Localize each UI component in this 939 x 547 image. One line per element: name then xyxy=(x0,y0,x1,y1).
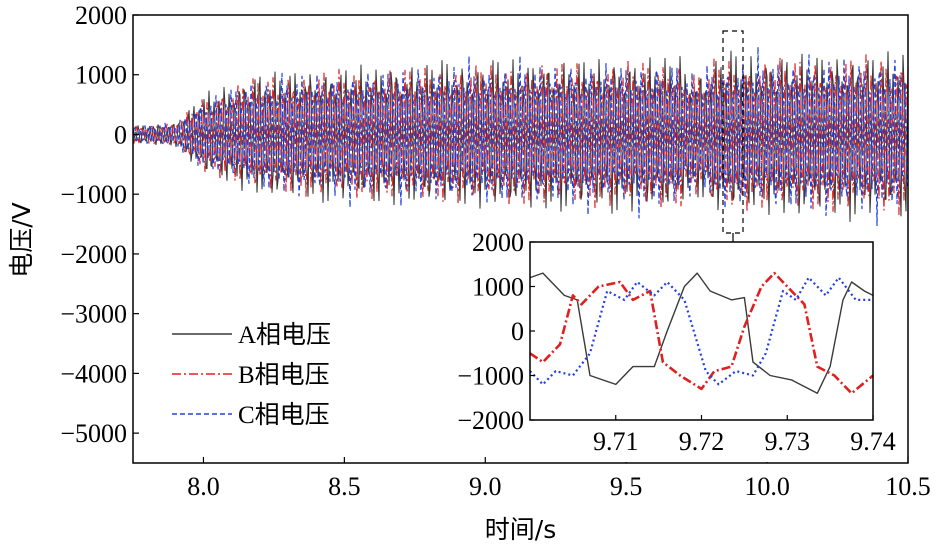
inset-x-tick-label: 9.73 xyxy=(765,427,811,456)
main-x-tick-label: 10.5 xyxy=(885,472,931,501)
main-y-tick-label: 1000 xyxy=(75,61,127,90)
main-y-tick-label: −5000 xyxy=(60,419,127,448)
main-series-b-line xyxy=(132,54,909,216)
main-series-a-line xyxy=(132,50,909,223)
main-y-tick-label: −4000 xyxy=(60,359,127,388)
legend-background xyxy=(150,312,380,432)
main-y-tick-label: 2000 xyxy=(75,1,127,30)
inset-xlabel-background xyxy=(520,420,903,462)
main-x-tick-label: 8.5 xyxy=(328,472,361,501)
inset-series-a-line xyxy=(529,272,874,394)
inset-label-background xyxy=(450,230,530,430)
legend-label-c: C相电压 xyxy=(238,401,330,429)
zoom-region-box xyxy=(722,30,744,234)
main-y-tick-label: −1000 xyxy=(60,180,127,209)
main-y-tick-label: −3000 xyxy=(60,300,127,329)
main-y-tick-label: −2000 xyxy=(60,240,127,269)
inset-series-c-line xyxy=(529,276,873,386)
inset-y-tick-label: 2000 xyxy=(472,228,524,257)
main-x-tick-label: 8.0 xyxy=(187,472,220,501)
inset-series-b-line xyxy=(529,271,874,395)
inset-x-tick-label: 9.74 xyxy=(850,427,896,456)
inset-y-tick-label: −2000 xyxy=(457,406,524,435)
main-x-axis-title: 时间/s xyxy=(485,515,556,544)
inset-y-tick-label: 1000 xyxy=(472,273,524,302)
main-y-axis-title: 电压/V xyxy=(7,202,36,278)
inset-y-tick-label: −1000 xyxy=(457,362,524,391)
legend: A相电压 B相电压 C相电压 xyxy=(150,312,380,432)
legend-label-a: A相电压 xyxy=(238,321,331,349)
inset-x-tick-label: 9.72 xyxy=(679,427,725,456)
legend-label-b: B相电压 xyxy=(238,361,330,389)
main-series-c-line xyxy=(132,46,909,227)
main-y-tick-label: 0 xyxy=(114,120,127,149)
main-x-tick-label: 10.0 xyxy=(744,472,790,501)
main-plot: 2000 1000 0 −1000 −2000 −3000 −4000 −5000 8.0 8.5… xyxy=(7,1,931,544)
inset-y-tick-label: 0 xyxy=(511,317,524,346)
inset-background xyxy=(530,242,873,420)
main-x-tick-label: 9.0 xyxy=(469,472,502,501)
main-x-tick-label: 9.5 xyxy=(610,472,643,501)
inset-plot: 2000 1000 0 −1000 −2000 9.71 9.72 9.73 9.74 xyxy=(450,228,903,462)
main-plot-frame xyxy=(132,14,909,464)
inset-x-tick-label: 9.71 xyxy=(593,427,639,456)
